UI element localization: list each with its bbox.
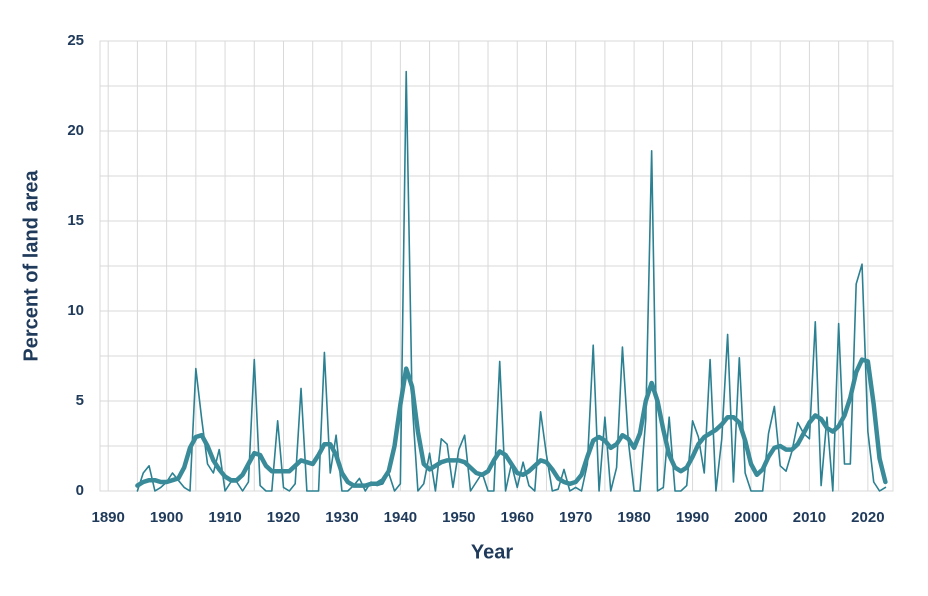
y-tick-label: 20 <box>67 122 84 139</box>
x-tick-label: 1900 <box>150 509 183 526</box>
x-tick-label: 1910 <box>208 509 241 526</box>
x-tick-label: 1980 <box>617 509 650 526</box>
x-tick-label: 2020 <box>851 509 884 526</box>
x-tick-label: 1970 <box>559 509 592 526</box>
y-tick-label: 5 <box>76 392 84 409</box>
y-tick-label: 15 <box>67 212 84 229</box>
x-tick-label: 1960 <box>501 509 534 526</box>
y-tick-label: 10 <box>67 302 84 319</box>
y-axis-title: Percent of land area <box>20 170 42 362</box>
x-tick-label: 1940 <box>384 509 417 526</box>
x-tick-label: 1920 <box>267 509 300 526</box>
y-tick-label: 0 <box>76 482 84 499</box>
x-tick-label: 1890 <box>91 509 124 526</box>
data-line <box>136 70 887 492</box>
x-tick-label: 2000 <box>734 509 767 526</box>
x-axis-title: Year <box>471 541 513 563</box>
data-line <box>135 357 888 488</box>
x-tick-label: 1990 <box>676 509 709 526</box>
x-tick-label: 2010 <box>793 509 826 526</box>
grid <box>99 40 894 492</box>
y-tick-label: 25 <box>67 32 84 49</box>
x-tick-label: 1950 <box>442 509 475 526</box>
x-tick-label: 1930 <box>325 509 358 526</box>
